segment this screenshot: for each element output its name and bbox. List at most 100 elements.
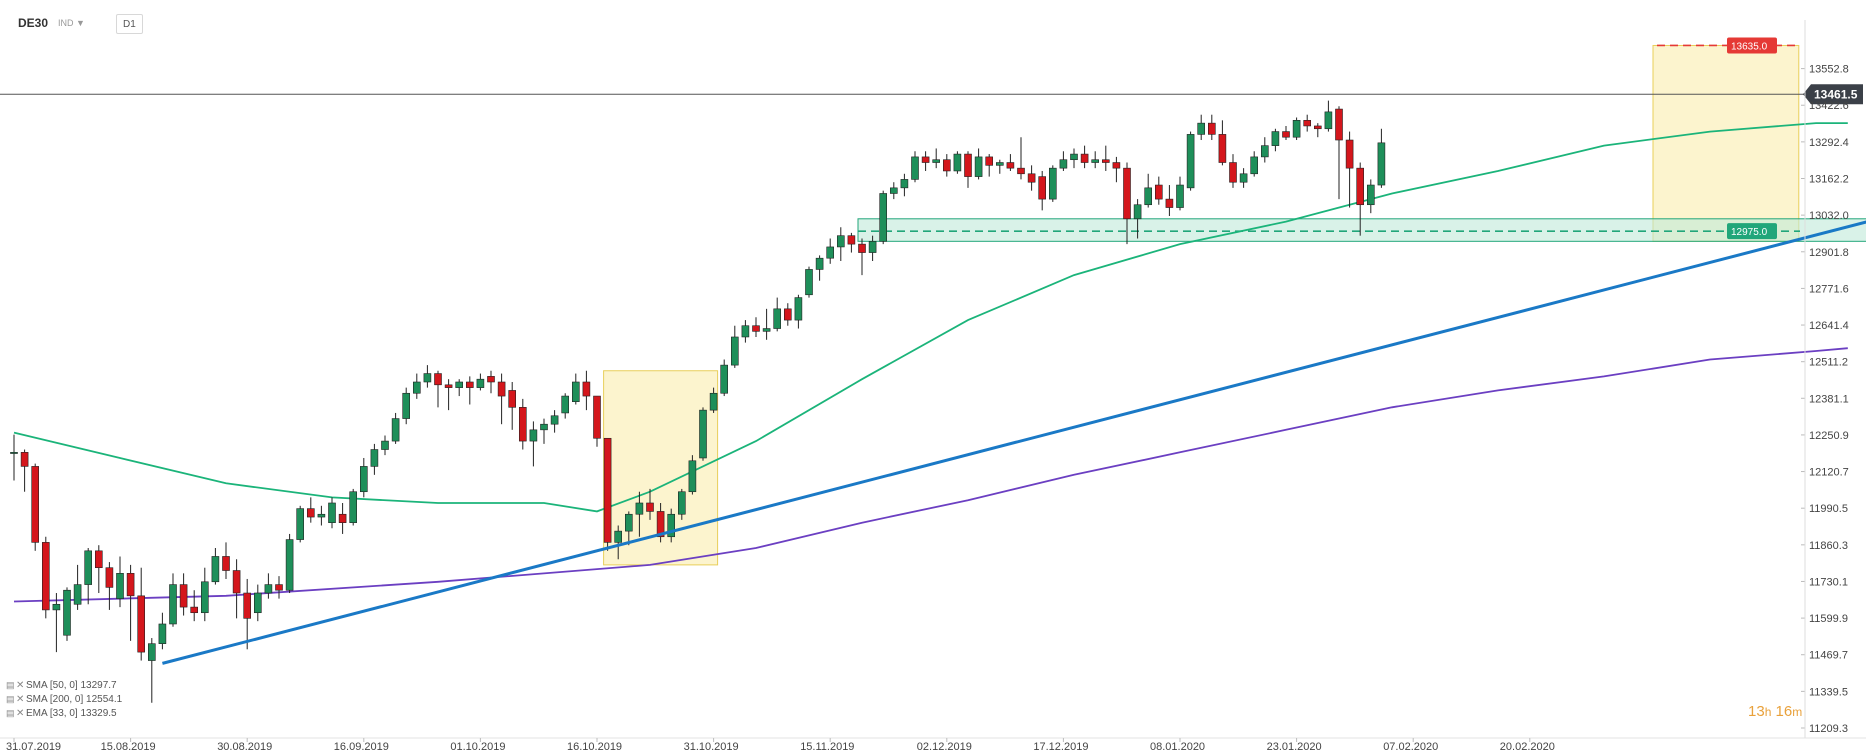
candle-body (370, 449, 379, 467)
candle-body (624, 513, 633, 532)
list-icon[interactable]: ▤ (6, 708, 15, 718)
candle-body (1271, 131, 1280, 146)
candle-body (20, 452, 29, 467)
timeframe-selector[interactable]: D1 (116, 14, 143, 34)
candle-body (222, 556, 230, 571)
x-tick-label: 01.10.2019 (450, 741, 505, 753)
candle-body (794, 297, 803, 321)
candle-body (201, 581, 209, 614)
candle-body (773, 308, 782, 329)
candle-body (423, 373, 432, 383)
candle-body (41, 542, 50, 611)
candle-body (1345, 139, 1354, 169)
x-tick-label: 15.11.2019 (800, 741, 854, 753)
countdown-m: m (1792, 705, 1803, 719)
candle-body (391, 418, 400, 442)
candle-body (349, 491, 358, 523)
y-tick-label: 12250.9 (1809, 430, 1849, 442)
x-tick-label: 16.09.2019 (334, 741, 389, 753)
candle-body (264, 584, 273, 594)
candle-body (402, 392, 411, 419)
candle-body (1186, 134, 1195, 189)
y-tick-label: 13032.0 (1809, 210, 1849, 222)
candle-body (858, 243, 866, 253)
candle-body (444, 384, 453, 388)
legend-label: SMA [200, 0] 12554.1 (26, 694, 123, 705)
candle-body (508, 390, 517, 408)
list-icon[interactable]: ▤ (6, 694, 15, 704)
candle-body (275, 584, 283, 591)
candle-body (1292, 120, 1301, 138)
candle-body (550, 415, 559, 425)
candle-body (889, 187, 898, 194)
close-icon[interactable]: ✕ (16, 680, 25, 691)
y-tick-label: 12511.2 (1809, 357, 1848, 369)
candle-body (571, 381, 580, 402)
candle-body (1049, 167, 1057, 200)
y-tick-label: 11730.1 (1809, 576, 1848, 588)
candle-body (985, 156, 994, 166)
candle-body (540, 423, 548, 431)
candle-body (762, 328, 771, 332)
candle-body (752, 325, 760, 332)
y-tick-label: 12641.4 (1809, 320, 1849, 332)
candle-body (1091, 159, 1099, 163)
x-tick-label: 16.10.2019 (567, 741, 622, 753)
candle-body (614, 530, 623, 543)
y-tick-label: 13162.2 (1809, 174, 1849, 186)
candle-body (1324, 111, 1333, 130)
close-icon[interactable]: ✕ (16, 708, 25, 719)
candle-body (1006, 162, 1015, 169)
levels-layer: 13635.0 13461.5 (0, 37, 1866, 665)
candle-body (1070, 153, 1078, 161)
candle-body (1112, 162, 1121, 169)
y-tick-label: 11469.7 (1809, 650, 1848, 662)
candle-body (1282, 131, 1290, 138)
candle-body (1059, 159, 1068, 169)
candle-body (31, 466, 40, 543)
x-tick-label: 15.08.2019 (101, 741, 156, 753)
support-zone (857, 218, 1866, 242)
candle-body (476, 378, 485, 388)
resistance-tag (1727, 37, 1777, 54)
y-tick-label: 13292.4 (1809, 137, 1849, 149)
y-tick-label: 12901.8 (1809, 247, 1849, 259)
candle-body (1239, 173, 1248, 183)
y-tick-label: 13552.8 (1809, 64, 1849, 76)
candle-body (699, 409, 707, 459)
legend-label: SMA [50, 0] 13297.7 (26, 680, 117, 691)
candle-body (296, 508, 305, 540)
candle-body (1155, 184, 1163, 200)
x-tick-label: 23.01.2020 (1267, 741, 1322, 753)
chevron-down-icon[interactable]: ▼ (76, 18, 85, 28)
legend-sma200[interactable]: ▤ ✕ SMA [200, 0] 12554.1 (6, 694, 122, 705)
x-tick-label: 07.02.2020 (1383, 741, 1438, 753)
candle-body (677, 491, 686, 515)
candle-body (465, 381, 474, 388)
list-icon[interactable]: ▤ (6, 680, 15, 690)
y-tick-label: 12381.1 (1809, 393, 1849, 405)
candle-body (1356, 167, 1364, 206)
candle-body (1176, 184, 1184, 208)
close-icon[interactable]: ✕ (16, 694, 25, 705)
x-tick-label: 30.08.2019 (217, 741, 272, 753)
candle-body (635, 502, 644, 515)
legend-sma50[interactable]: ▤ ✕ SMA [50, 0] 13297.7 (6, 680, 117, 691)
legend-ema33[interactable]: ▤ ✕ EMA [33, 0] 13329.5 (6, 708, 117, 719)
candle-body (1314, 125, 1322, 130)
candle-body (561, 395, 570, 414)
y-tick-label: 11599.9 (1809, 613, 1848, 625)
indicator-layer (13, 122, 1848, 603)
candle-body (974, 156, 983, 177)
candle-body (1133, 204, 1142, 220)
candle-body (667, 513, 676, 538)
candle-body (338, 513, 347, 523)
y-tick-label: 11339.5 (1809, 686, 1848, 698)
candle-body (656, 511, 665, 538)
candle-body (169, 584, 177, 625)
symbol-selector[interactable]: DE30 (18, 16, 49, 30)
candle-body (942, 159, 951, 172)
candle-body (116, 573, 124, 599)
countdown-h: h (1764, 705, 1772, 719)
